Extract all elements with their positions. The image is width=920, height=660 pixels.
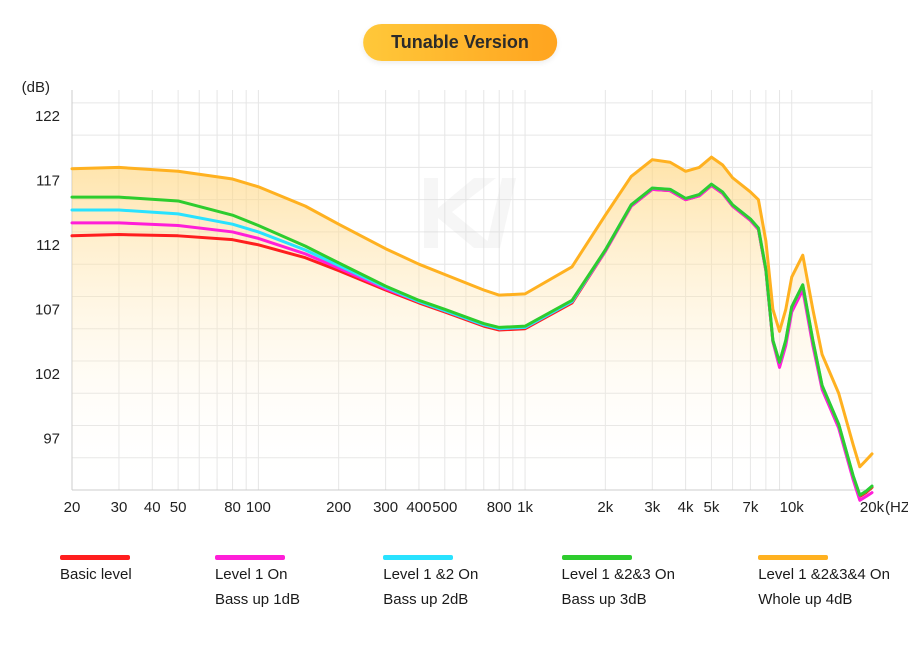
legend-swatch bbox=[758, 555, 828, 560]
legend-item: Basic level bbox=[60, 555, 132, 610]
svg-text:10k: 10k bbox=[780, 499, 805, 516]
title-badge: Tunable Version bbox=[363, 24, 557, 61]
legend-label-line1: Level 1 &2 On bbox=[383, 566, 478, 585]
legend-label-line1: Level 1 On bbox=[215, 566, 288, 585]
legend-label-line2: Bass up 3dB bbox=[562, 591, 647, 610]
svg-text:800: 800 bbox=[487, 499, 512, 516]
svg-text:100: 100 bbox=[246, 499, 271, 516]
svg-text:117: 117 bbox=[36, 172, 60, 189]
svg-text:300: 300 bbox=[373, 499, 398, 516]
svg-text:80: 80 bbox=[224, 499, 241, 516]
svg-text:5k: 5k bbox=[704, 499, 720, 516]
svg-text:200: 200 bbox=[326, 499, 351, 516]
svg-text:3k: 3k bbox=[644, 499, 660, 516]
svg-text:2k: 2k bbox=[597, 499, 613, 516]
svg-text:500: 500 bbox=[432, 499, 457, 516]
legend-label-line1: Level 1 &2&3&4 On bbox=[758, 566, 890, 585]
svg-text:(dB): (dB) bbox=[22, 80, 50, 96]
svg-text:(HZ): (HZ) bbox=[885, 499, 908, 516]
legend-label-line2: Bass up 2dB bbox=[383, 591, 468, 610]
legend-swatch bbox=[60, 555, 130, 560]
legend-label-line1: Basic level bbox=[60, 566, 132, 585]
svg-text:1k: 1k bbox=[517, 499, 533, 516]
frequency-response-chart: 97 102 107 112 117 122 (dB) 20 30 40 50 80 100 200 300… bbox=[12, 80, 908, 520]
legend-swatch bbox=[215, 555, 285, 560]
svg-text:97: 97 bbox=[43, 430, 60, 447]
svg-text:50: 50 bbox=[170, 499, 187, 516]
svg-text:30: 30 bbox=[111, 499, 128, 516]
legend-label-line2: Whole up 4dB bbox=[758, 591, 852, 610]
legend-item: Level 1 &2&3 On Bass up 3dB bbox=[562, 555, 675, 610]
svg-text:20k: 20k bbox=[860, 499, 885, 516]
legend-swatch bbox=[562, 555, 632, 560]
legend-swatch bbox=[383, 555, 453, 560]
svg-text:400: 400 bbox=[406, 499, 431, 516]
svg-text:122: 122 bbox=[35, 108, 60, 125]
title-badge-label: Tunable Version bbox=[391, 32, 529, 52]
svg-text:107: 107 bbox=[35, 301, 60, 318]
legend: Basic level Level 1 On Bass up 1dB Level… bbox=[60, 555, 890, 610]
svg-text:20: 20 bbox=[64, 499, 81, 516]
svg-text:112: 112 bbox=[36, 237, 60, 254]
legend-item: Level 1 &2&3&4 On Whole up 4dB bbox=[758, 555, 890, 610]
legend-label-line2: Bass up 1dB bbox=[215, 591, 300, 610]
svg-text:4k: 4k bbox=[678, 499, 694, 516]
legend-label-line1: Level 1 &2&3 On bbox=[562, 566, 675, 585]
svg-text:40: 40 bbox=[144, 499, 161, 516]
legend-item: Level 1 On Bass up 1dB bbox=[215, 555, 300, 610]
svg-text:7k: 7k bbox=[742, 499, 758, 516]
svg-text:102: 102 bbox=[35, 366, 60, 383]
legend-item: Level 1 &2 On Bass up 2dB bbox=[383, 555, 478, 610]
